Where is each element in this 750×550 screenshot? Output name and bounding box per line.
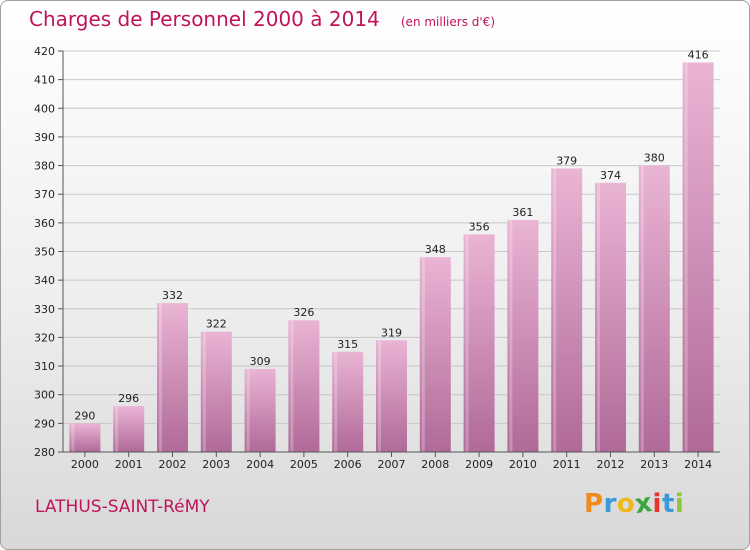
data-label: 322: [206, 318, 227, 331]
bar-highlight: [71, 423, 75, 452]
y-tick-label: 280: [34, 446, 55, 459]
data-label: 380: [644, 152, 665, 165]
bar-highlight: [202, 331, 206, 452]
bar: [507, 219, 539, 452]
y-tick-label: 390: [34, 131, 55, 144]
data-label: 374: [600, 169, 621, 182]
y-tick-label: 330: [34, 303, 55, 316]
y-tick-label: 320: [34, 331, 55, 344]
bar: [419, 257, 451, 452]
data-label: 290: [74, 409, 95, 422]
bar: [244, 368, 276, 452]
y-tick-label: 370: [34, 188, 55, 201]
bar-highlight: [640, 165, 644, 453]
logo-letter: o: [616, 489, 636, 519]
y-tick-label: 340: [34, 274, 55, 287]
x-tick-label: 2002: [159, 458, 187, 471]
x-tick-label: 2013: [640, 458, 668, 471]
y-tick-label: 380: [34, 160, 55, 173]
data-label: 332: [162, 289, 183, 302]
data-label: 319: [381, 326, 402, 339]
bar: [332, 351, 364, 452]
bar-highlight: [509, 219, 513, 452]
bar: [595, 182, 626, 452]
bar-highlight: [597, 182, 600, 452]
data-label: 416: [688, 48, 709, 61]
bar: [288, 320, 320, 452]
y-tick-label: 360: [34, 217, 55, 230]
bar-highlight: [334, 351, 338, 452]
logo-letter: r: [603, 489, 617, 519]
x-tick-label: 2014: [684, 458, 712, 471]
data-label: 356: [469, 220, 490, 233]
x-tick-label: 2009: [465, 458, 493, 471]
x-tick-label: 2006: [334, 458, 362, 471]
y-tick-label: 400: [34, 102, 55, 115]
logo-letter: i: [652, 489, 662, 519]
title-unit: (en milliers d'€): [400, 15, 495, 29]
proxiti-logo: Proxiti: [584, 487, 685, 521]
x-tick-label: 2010: [509, 458, 537, 471]
bar: [200, 331, 232, 452]
bar-highlight: [465, 234, 469, 452]
data-label: 296: [118, 392, 139, 405]
x-tick-label: 2011: [553, 458, 581, 471]
x-tick-label: 2005: [290, 458, 318, 471]
bar-highlight: [553, 168, 557, 452]
bar-highlight: [421, 257, 425, 452]
bar: [682, 62, 714, 452]
data-label: 309: [250, 355, 271, 368]
x-tick-label: 2004: [246, 458, 274, 471]
bar: [113, 406, 145, 452]
data-label: 348: [425, 243, 446, 256]
bar-highlight: [115, 406, 119, 452]
bar-highlight: [290, 320, 294, 452]
x-tick-label: 2007: [378, 458, 406, 471]
y-tick-label: 300: [34, 389, 55, 402]
title-main: Charges de Personnel 2000 à 2014: [29, 7, 380, 31]
bar: [463, 234, 495, 452]
data-label: 315: [337, 338, 358, 351]
y-tick-label: 410: [34, 74, 55, 87]
data-label: 361: [512, 206, 533, 219]
x-tick-label: 2008: [421, 458, 449, 471]
bar: [551, 168, 583, 452]
y-tick-label: 420: [34, 45, 55, 58]
data-label: 326: [293, 306, 314, 319]
bar: [157, 303, 188, 452]
x-tick-label: 2001: [115, 458, 143, 471]
y-tick-label: 290: [34, 417, 55, 430]
bar-highlight: [684, 62, 688, 452]
y-tick-label: 350: [34, 246, 55, 259]
y-tick-label: 310: [34, 360, 55, 373]
chart-title: Charges de Personnel 2000 à 2014 (en mil…: [29, 7, 495, 31]
bars: 290 296 332 322 309 326 315 319 348 356 361 379 374 3…: [69, 48, 714, 453]
bar-highlight: [246, 368, 250, 452]
logo-letter: t: [661, 489, 675, 519]
logo-letter: P: [584, 489, 604, 519]
axes: 280 290 300 310 320 330 340 350 360 370 380 390 400 4…: [34, 45, 720, 471]
bar-highlight: [159, 303, 162, 452]
bar: [69, 423, 101, 452]
bar: [638, 165, 670, 453]
x-tick-label: 2012: [597, 458, 625, 471]
bar-highlight: [378, 340, 381, 452]
x-tick-label: 2000: [71, 458, 99, 471]
x-tick-label: 2003: [202, 458, 230, 471]
logo-letter: x: [633, 487, 655, 521]
bar: [376, 340, 407, 452]
logo-letter: i: [674, 489, 685, 519]
commune-name: LATHUS-SAINT-RéMY: [35, 497, 210, 517]
data-label: 379: [556, 154, 577, 167]
